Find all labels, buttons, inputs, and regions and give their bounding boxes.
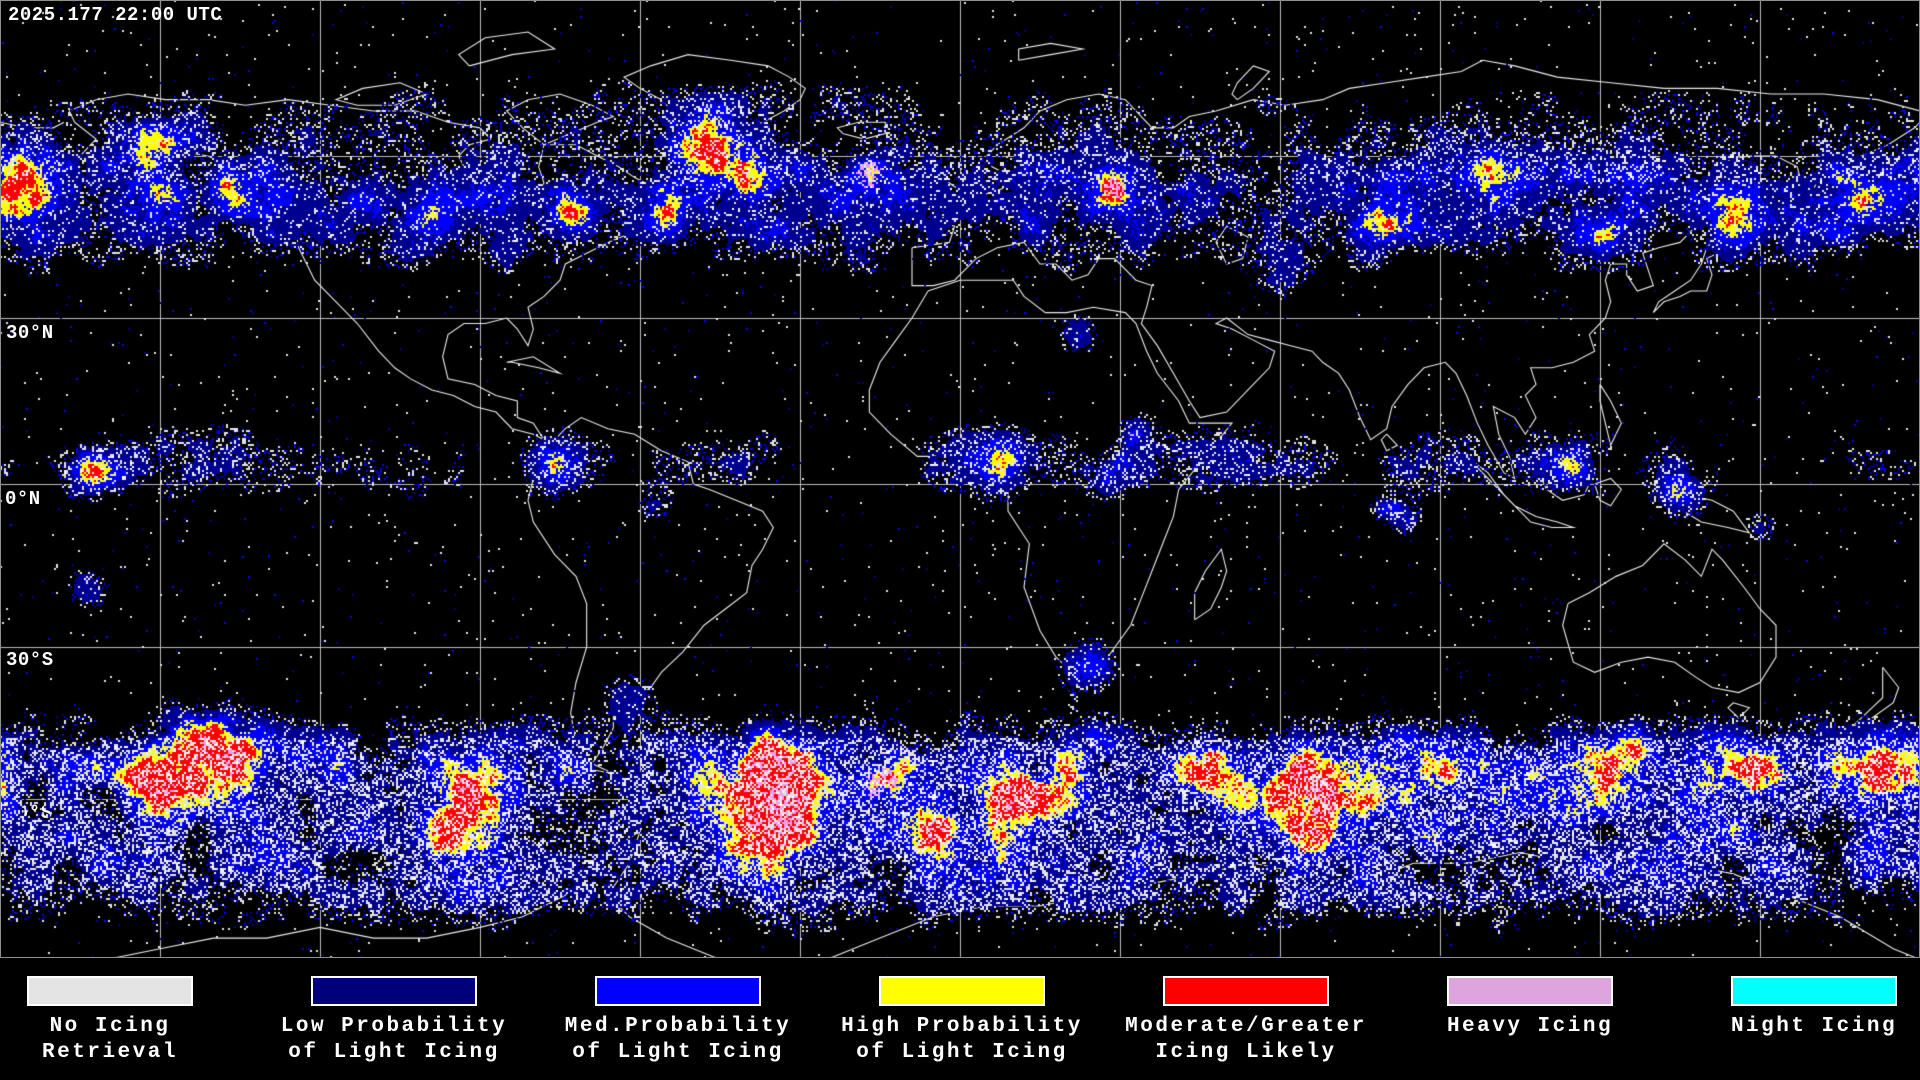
legend-swatch-moderate-greater (1163, 976, 1329, 1006)
legend: No Icing Retrieval Low Probability of Ligh… (0, 958, 1920, 1080)
legend-item-night-icing: Night Icing (1672, 976, 1920, 1040)
legend-label: High Probability of Light Icing (841, 1015, 1083, 1064)
legend-swatch-heavy-icing (1447, 976, 1613, 1006)
legend-swatch-low-probability (311, 976, 477, 1006)
legend-label: Night Icing (1730, 1015, 1898, 1038)
legend-item-moderate-greater: Moderate/Greater Icing Likely (1104, 976, 1388, 1066)
legend-swatch-med-probability (595, 976, 761, 1006)
legend-label: No Icing Retrieval (42, 1015, 178, 1064)
legend-item-med-probability: Med.Probability of Light Icing (536, 976, 820, 1066)
legend-item-high-probability: High Probability of Light Icing (820, 976, 1104, 1066)
legend-label: Heavy Icing (1446, 1015, 1614, 1038)
icing-map-canvas (0, 0, 1920, 958)
world-map: 60°N 30°N 0°N 30°S 60°S 2025.177 22:00 U… (0, 0, 1920, 958)
legend-label: Low Probability of Light Icing (280, 1015, 508, 1064)
legend-swatch-no-icing (27, 976, 193, 1006)
legend-swatch-high-probability (879, 976, 1045, 1006)
legend-item-heavy-icing: Heavy Icing (1388, 976, 1672, 1040)
timestamp: 2025.177 22:00 UTC (8, 4, 223, 26)
legend-swatch-night-icing (1731, 976, 1897, 1006)
legend-label: Med.Probability of Light Icing (564, 1015, 792, 1064)
legend-item-low-probability: Low Probability of Light Icing (252, 976, 536, 1066)
legend-item-no-icing: No Icing Retrieval (0, 976, 252, 1066)
legend-label: Moderate/Greater Icing Likely (1125, 1015, 1367, 1064)
